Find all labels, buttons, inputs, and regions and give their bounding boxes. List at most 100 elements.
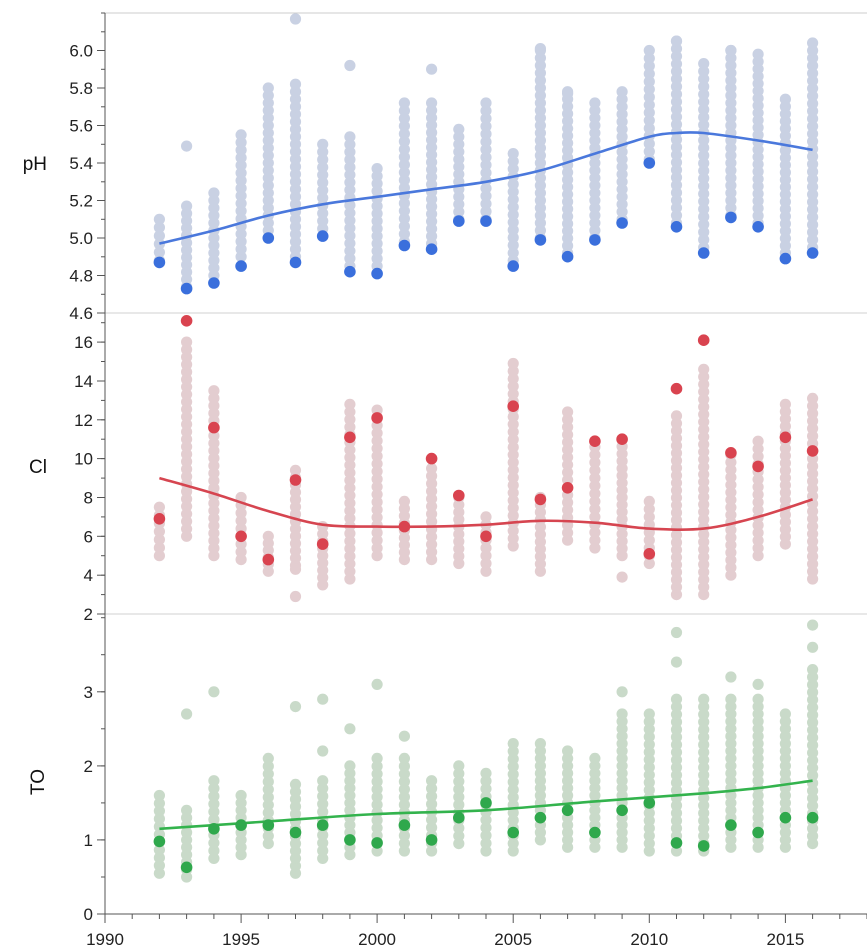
raw-point [344,59,356,72]
y-tick-label: 0 [84,905,93,924]
raw-point [398,730,410,742]
raw-point [208,187,220,199]
raw-point [643,99,655,111]
raw-point [507,441,519,453]
highlight-point [425,834,438,846]
raw-point [398,97,410,109]
raw-point [371,511,383,523]
raw-point [480,829,492,842]
highlight-point [697,334,710,347]
raw-point [752,678,764,691]
raw-point [181,200,193,212]
raw-point [507,837,519,850]
raw-point [589,534,601,546]
raw-point [344,760,356,772]
raw-point [453,791,465,803]
raw-point [480,120,492,132]
raw-point [725,693,737,705]
raw-point [317,745,329,757]
raw-point [235,129,247,141]
raw-point [589,542,601,554]
raw-point [398,760,410,772]
raw-point [453,830,465,842]
panel-dividers [105,12,867,615]
raw-point [480,128,492,140]
raw-point [507,768,519,780]
raw-point [698,157,710,169]
raw-point [426,775,438,787]
raw-point [698,58,710,70]
raw-point [289,778,302,791]
raw-point [453,760,465,772]
raw-point [153,534,165,546]
raw-point [616,708,628,720]
raw-point [262,776,274,788]
raw-point [426,822,438,834]
raw-point [208,790,220,802]
raw-point [643,114,655,126]
raw-point [589,464,601,476]
raw-point [289,590,302,603]
raw-point [262,830,274,842]
raw-point [589,511,601,523]
raw-point [153,844,165,856]
raw-point [589,495,601,507]
raw-point [698,81,710,93]
highlight-point [752,221,764,233]
raw-point [398,159,410,171]
raw-point [507,201,519,213]
raw-point [507,148,519,160]
highlight-point [425,452,438,465]
raw-point [480,143,492,156]
raw-point [317,161,329,173]
y-tick-label: 8 [84,489,93,508]
raw-point [752,473,764,485]
raw-point [262,752,274,765]
raw-point [208,798,220,810]
raw-point [589,480,601,492]
raw-point [262,783,274,796]
raw-point [698,119,710,131]
raw-point [153,550,165,562]
raw-point [426,798,438,810]
raw-point [480,511,492,523]
x-tick-label: 1995 [222,930,260,949]
raw-point [807,37,819,49]
raw-point [371,845,383,857]
highlight-point [725,819,737,831]
raw-point [398,495,410,507]
highlight-point [180,861,193,874]
raw-point [752,496,764,508]
raw-point [752,693,764,705]
raw-point [398,776,410,788]
raw-point [480,783,492,795]
highlight-point [371,412,383,424]
raw-point [507,155,519,167]
raw-point [208,385,220,397]
highlight-point [153,256,166,269]
raw-point [344,131,356,143]
highlight-point [316,230,329,242]
raw-point [371,458,383,470]
raw-point [398,151,410,163]
raw-point [698,188,710,200]
raw-point [589,526,601,539]
y-tick-label: 5.6 [69,117,93,136]
highlight-point [670,837,683,849]
raw-point [317,184,329,196]
raw-point [371,776,383,788]
highlight-point [670,221,683,233]
raw-point [480,845,492,857]
raw-point [807,664,819,676]
raw-point [507,357,519,370]
raw-point [643,708,655,720]
raw-point [208,806,220,818]
highlight-point [208,823,220,835]
raw-point [453,775,465,788]
raw-point [153,797,165,809]
raw-point [398,768,410,780]
highlight-point [480,797,492,809]
highlight-point [806,445,819,457]
highlight-point [779,252,792,265]
raw-point [153,230,165,242]
